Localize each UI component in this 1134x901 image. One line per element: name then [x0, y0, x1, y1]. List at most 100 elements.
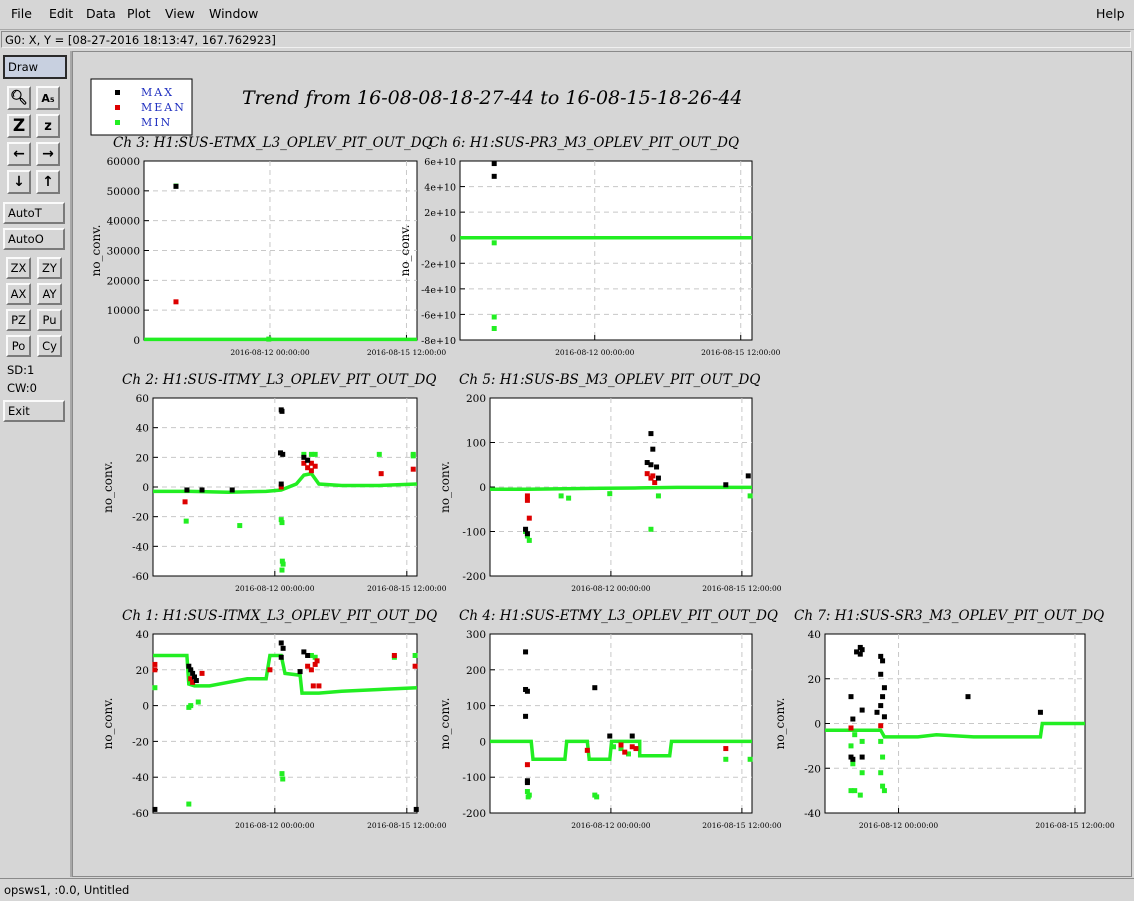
ch4-min-point-0 — [524, 789, 530, 795]
trend-figure[interactable]: Trend from 16-08-08-18-27-44 to 16-08-15… — [73, 52, 1131, 876]
ch7-ytick-label-3: 20 — [808, 674, 821, 686]
ax-label: AX — [10, 287, 27, 301]
ch1-mean-point-3 — [267, 667, 273, 673]
ch7-max-point-10 — [859, 707, 865, 713]
ch2-mean-point-6 — [410, 466, 416, 472]
ch3-mean-point-0 — [173, 299, 179, 305]
ch6-title: Ch 6: H1:SUS-PR3_M3_OPLEV_PIT_OUT_DQ — [429, 135, 739, 151]
autot-button[interactable]: AutoT — [3, 202, 65, 224]
autot-label: AutoT — [8, 206, 42, 220]
ch7-max-point-9 — [881, 714, 887, 720]
plot-area[interactable]: Trend from 16-08-08-18-27-44 to 16-08-15… — [72, 51, 1132, 877]
menu-data[interactable]: Data — [86, 6, 116, 21]
arrow-down-icon[interactable]: ↓ — [7, 170, 31, 194]
cw-readout: CW:0 — [7, 381, 37, 395]
ch1-mean-point-10 — [412, 663, 418, 669]
ch2-min-point-8 — [308, 451, 314, 457]
ch4-min-point-7 — [625, 751, 631, 757]
ch7-min-line — [825, 721, 1085, 739]
zx-button[interactable]: ZX — [6, 257, 31, 279]
ch7-max-point-18 — [850, 756, 856, 762]
ch7-max-point-0 — [854, 649, 860, 655]
menu-bar: File Edit Data Plot View Window Help — [0, 0, 1134, 30]
menu-window[interactable]: Window — [209, 6, 259, 21]
exit-button[interactable]: Exit — [3, 400, 65, 422]
ch1-min-point-10 — [412, 652, 418, 658]
ch4-mean-point-1 — [584, 747, 590, 753]
ch4-mean-point-6 — [723, 746, 729, 752]
ch2-min-point-4 — [279, 558, 285, 564]
draw-button-label: Draw — [8, 60, 39, 74]
legend-max-label: MAX — [141, 86, 174, 99]
ch2-chart: Ch 2: H1:SUS-ITMY_L3_OPLEV_PIT_OUT_DQ 201… — [101, 372, 447, 593]
zoom-in-z-icon[interactable]: z — [36, 114, 60, 138]
po-label: Po — [11, 339, 26, 353]
ch3-xtick-label-1: 2016-08-15 12:00:00 — [367, 348, 447, 357]
ch7-xtick-label-1: 2016-08-15 12:00:00 — [1035, 821, 1115, 830]
ch2-ylabel: no_conv. — [101, 461, 115, 513]
ch5-max-point-7 — [523, 526, 529, 532]
ch2-max-point-9 — [305, 457, 311, 463]
ch1-mean-point-5 — [308, 667, 314, 673]
ch4-ytick-label-2: 0 — [479, 736, 486, 748]
ch5-max-point-2 — [644, 460, 650, 466]
ch7-max-point-14 — [880, 694, 886, 700]
arrow-left-icon[interactable]: ← — [7, 142, 31, 166]
ch5-max-point-0 — [648, 431, 654, 437]
ax-button[interactable]: AX — [6, 283, 31, 305]
menu-file[interactable]: File — [11, 6, 32, 21]
ch5-min-line — [490, 485, 752, 491]
ch1-min-point-5 — [279, 771, 285, 777]
legend-min-swatch — [115, 120, 120, 125]
cy-button[interactable]: Cy — [37, 335, 62, 357]
ch3-ytick-label-2: 20000 — [107, 275, 140, 287]
zoom-out-z-icon[interactable]: Z — [7, 114, 31, 138]
ch4-min-line — [490, 739, 752, 762]
ch7-max-point-6 — [878, 671, 884, 677]
ch1-min-point-7 — [308, 652, 314, 658]
ch6-min-point-2 — [491, 325, 497, 331]
arrow-up-icon[interactable]: ↑ — [36, 170, 60, 194]
ch6-ytick-label-3: -2e+10 — [421, 259, 456, 270]
ch2-title: Ch 2: H1:SUS-ITMY_L3_OPLEV_PIT_OUT_DQ — [122, 372, 436, 388]
ch5-min-point-3 — [558, 493, 564, 499]
menu-edit[interactable]: Edit — [49, 6, 74, 21]
draw-button[interactable]: Draw — [3, 55, 67, 79]
ch4-ytick-label-5: 300 — [466, 629, 486, 641]
ch6-plot-frame — [459, 160, 753, 341]
ay-button[interactable]: AY — [37, 283, 62, 305]
autoscale-icon[interactable]: A₅ — [36, 86, 60, 110]
ch6-max-point-1 — [491, 173, 497, 179]
ch1-mean-point-2 — [199, 670, 205, 676]
ch6-max-point-0 — [491, 161, 497, 167]
ch2-xtick-label-1: 2016-08-15 12:00:00 — [367, 584, 447, 593]
ch2-ytick-label-1: -40 — [132, 541, 149, 553]
po-button[interactable]: Po — [6, 335, 31, 357]
ch2-ytick-label-3: 0 — [142, 482, 149, 494]
arrow-right-icon[interactable]: → — [36, 142, 60, 166]
ch1-mean-point-7 — [310, 683, 316, 689]
autoo-button[interactable]: AutoO — [3, 228, 65, 250]
ch1-ytick-label-2: -20 — [132, 736, 149, 748]
ch2-min-line — [153, 471, 418, 494]
zoom-icon[interactable]: 🔍︎ — [7, 86, 31, 110]
ch7-min-point-11 — [852, 732, 858, 738]
ch5-max-point-5 — [655, 475, 661, 481]
pu-button[interactable]: Pu — [37, 309, 62, 331]
ch4-min-point-5 — [611, 744, 617, 750]
ch2-min-point-9 — [312, 451, 318, 457]
ch1-chart: Ch 1: H1:SUS-ITMX_L3_OPLEV_PIT_OUT_DQ 201… — [101, 608, 447, 830]
ch1-max-point-10 — [413, 806, 419, 812]
ch5-max-point-6 — [745, 473, 751, 479]
menu-help[interactable]: Help — [1096, 6, 1125, 21]
ch1-ytick-label-1: -40 — [132, 772, 149, 784]
menu-view[interactable]: View — [165, 6, 195, 21]
menu-plot[interactable]: Plot — [127, 6, 151, 21]
ch6-ytick-label-0: -8e+10 — [421, 336, 456, 347]
zx-label: ZX — [10, 261, 27, 275]
ch5-xtick-label-0: 2016-08-12 00:00:00 — [571, 584, 651, 593]
zy-button[interactable]: ZY — [37, 257, 62, 279]
pz-button[interactable]: PZ — [6, 309, 31, 331]
ch2-max-point-6 — [229, 487, 235, 493]
ch5-mean-point-3 — [644, 471, 650, 477]
